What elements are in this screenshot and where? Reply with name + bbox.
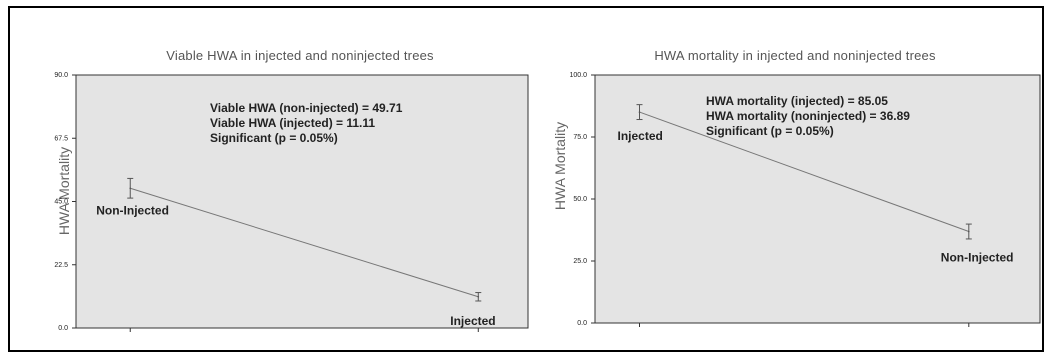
- chart-svg: 0.0 25.0 50.0 75.0 100.0 Injected Non-Injected…: [569, 72, 1041, 327]
- category-label: Injected: [618, 129, 663, 143]
- annotation-text: HWA mortality (injected) = 85.05: [706, 94, 888, 108]
- y-tick-label: 90.0: [54, 72, 68, 79]
- data-point: [477, 295, 480, 298]
- y-tick-label: 0.0: [58, 325, 68, 332]
- plot-area: [594, 74, 1041, 324]
- chart-title: HWA mortality in injected and noninjecte…: [654, 48, 936, 63]
- annotation-text: HWA mortality (noninjected) = 36.89: [706, 109, 910, 123]
- y-tick-label: 50.0: [573, 196, 587, 203]
- annotation-text: Viable HWA (non-injected) = 49.71: [210, 101, 403, 115]
- y-tick-label: 25.0: [573, 258, 587, 265]
- category-label: Injected: [450, 314, 495, 328]
- data-point: [129, 187, 132, 190]
- data-point: [968, 230, 970, 233]
- annotation-text: Viable HWA (injected) = 11.11: [210, 116, 375, 130]
- chart-right: HWA mortality in injected and noninjecte…: [530, 8, 1044, 354]
- y-tick-label: 67.5: [54, 135, 68, 142]
- y-tick-label: 0.0: [577, 320, 587, 327]
- series-line: [639, 111, 969, 232]
- series-line: [130, 187, 479, 298]
- y-tick-label: 22.5: [54, 262, 68, 269]
- plot-area: [75, 74, 529, 329]
- y-tick-label: 100.0: [569, 72, 587, 79]
- chart-svg: 0.0 22.5 45.0 67.5 90.0 Non-Injected Injected V…: [54, 72, 529, 332]
- annotation-text: Significant (p = 0.05%): [210, 131, 338, 145]
- category-label: Non-Injected: [941, 251, 1014, 265]
- annotation-text: Significant (p = 0.05%): [706, 124, 834, 138]
- category-label: Non-Injected: [96, 203, 169, 217]
- chart-title: Viable HWA in injected and noninjected t…: [166, 48, 434, 63]
- data-point: [638, 111, 641, 113]
- y-tick-label: 45.0: [54, 199, 68, 206]
- figure-frame: Viable HWA in injected and noninjected t…: [8, 6, 1044, 352]
- y-tick-label: 75.0: [573, 134, 587, 141]
- chart-left: Viable HWA in injected and noninjected t…: [10, 8, 530, 354]
